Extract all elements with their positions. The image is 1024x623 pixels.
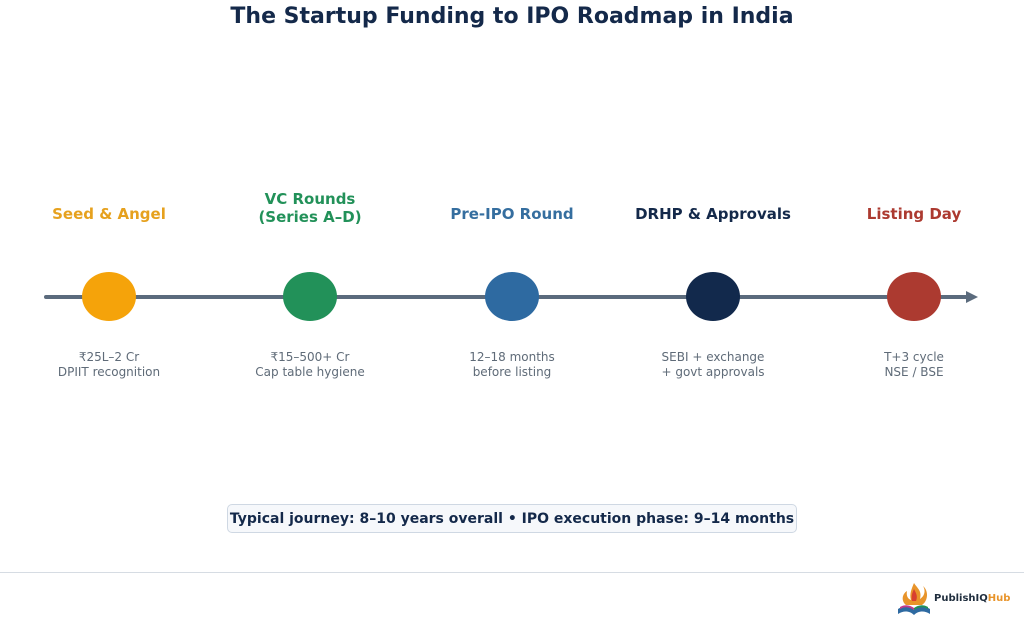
- stage-desc-line: Cap table hygiene: [255, 365, 365, 379]
- brand-name-accent: Hub: [987, 592, 1011, 604]
- stage-description: ₹25L–2 Cr DPIIT recognition: [9, 350, 209, 380]
- stage-desc-line: + govt approvals: [661, 365, 765, 379]
- page-title: The Startup Funding to IPO Roadmap in In…: [230, 4, 794, 29]
- stage-desc-line: NSE / BSE: [884, 365, 944, 379]
- stage-marker: [485, 272, 539, 321]
- stage-desc-line: ₹15–500+ Cr: [270, 350, 350, 364]
- stage-desc-line: ₹25L–2 Cr: [78, 350, 140, 364]
- stage-marker: [82, 272, 136, 321]
- stage-description: 12–18 months before listing: [412, 350, 612, 380]
- stage-pre-ipo: Pre-IPO Round 12–18 months before listin…: [412, 0, 612, 400]
- stage-description: SEBI + exchange + govt approvals: [613, 350, 813, 380]
- footer-divider: [0, 572, 1024, 573]
- stage-description: T+3 cycle NSE / BSE: [814, 350, 1014, 380]
- brand-logo: PublishIQHub: [896, 578, 1016, 618]
- summary-note: Typical journey: 8–10 years overall • IP…: [227, 504, 797, 533]
- stage-desc-line: T+3 cycle: [884, 350, 944, 364]
- stage-title: Seed & Angel: [52, 205, 166, 223]
- stage-desc-line: before listing: [472, 365, 552, 379]
- stage-title: Listing Day: [866, 205, 962, 223]
- brand-name: PublishIQHub: [934, 593, 1010, 604]
- stage-title: Pre-IPO Round: [450, 205, 574, 223]
- stage-marker: [887, 272, 941, 321]
- stage-vc-rounds: VC Rounds (Series A–D) ₹15–500+ Cr Cap t…: [210, 0, 410, 400]
- stage-description: ₹15–500+ Cr Cap table hygiene: [210, 350, 410, 380]
- stage-drhp-approvals: DRHP & Approvals SEBI + exchange + govt …: [613, 0, 813, 400]
- stage-desc-line: DPIIT recognition: [57, 365, 161, 379]
- brand-name-main: PublishIQ: [934, 592, 988, 604]
- stage-marker: [686, 272, 740, 321]
- stage-title: VC Rounds (Series A–D): [258, 190, 362, 226]
- stage-listing-day: Listing Day T+3 cycle NSE / BSE: [814, 0, 1014, 400]
- stage-marker: [283, 272, 337, 321]
- timeline-arrow-icon: [966, 291, 978, 303]
- stage-title: DRHP & Approvals: [635, 205, 791, 223]
- stage-seed-angel: Seed & Angel ₹25L–2 Cr DPIIT recognition: [9, 0, 209, 400]
- stage-desc-line: SEBI + exchange: [661, 350, 765, 364]
- stage-desc-line: 12–18 months: [469, 350, 555, 364]
- book-flame-logo-icon: [896, 579, 932, 617]
